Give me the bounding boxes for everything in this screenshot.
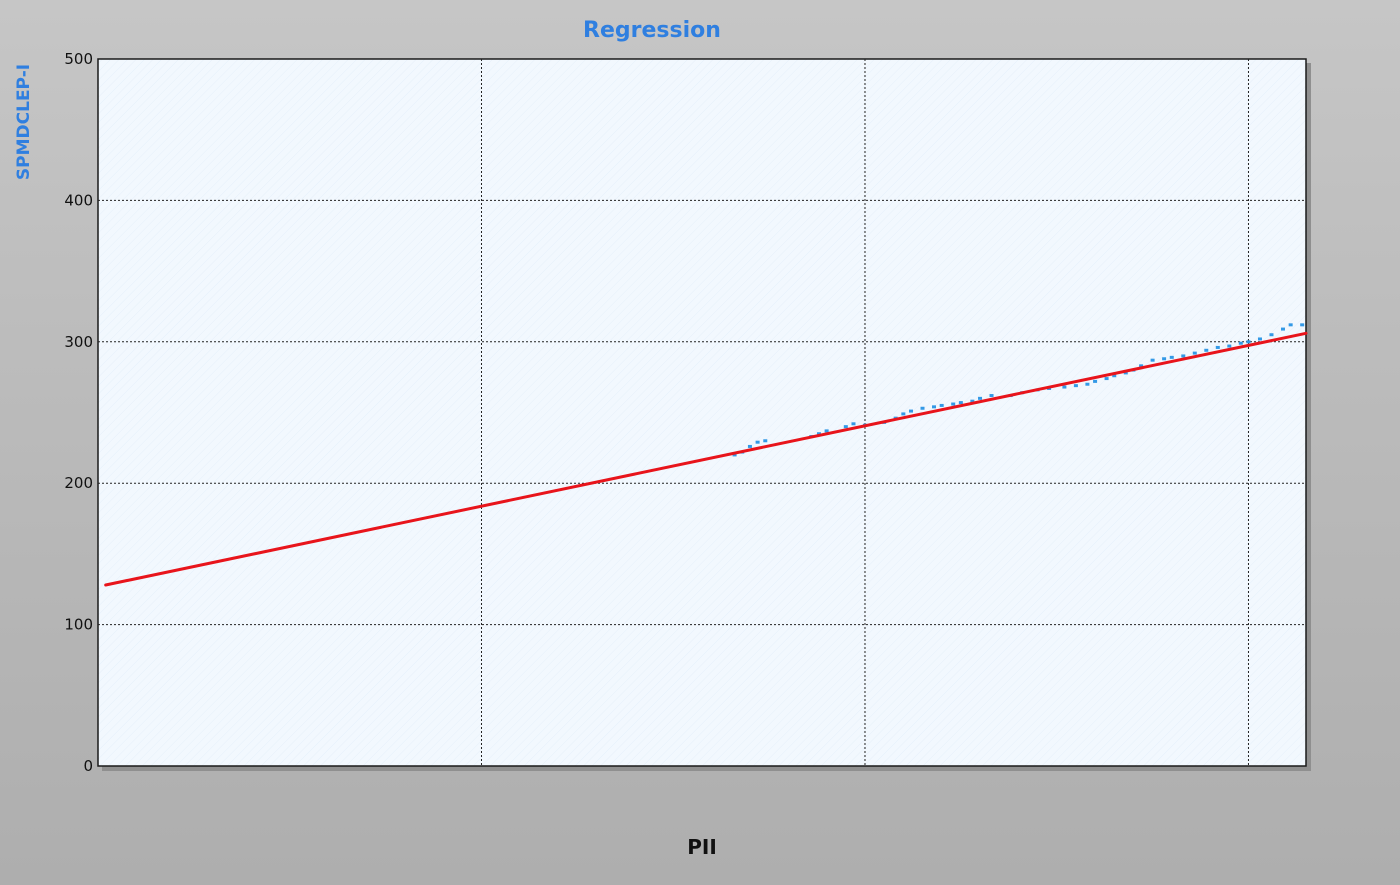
scatter-point [1104, 377, 1109, 381]
scatter-point [824, 429, 829, 433]
scatter-point [843, 425, 848, 429]
scatter-point [816, 432, 821, 436]
y-tick-label: 100 [64, 616, 93, 634]
scatter-point [951, 402, 956, 406]
scatter-point [1112, 374, 1117, 378]
scatter-point [1215, 345, 1220, 349]
scatter-point [932, 405, 937, 409]
scatter-point [1238, 341, 1243, 345]
scatter-point [909, 409, 914, 413]
scatter-point [1062, 385, 1067, 389]
scatter-point [1246, 340, 1251, 344]
x-axis-label: PII [687, 835, 717, 859]
scatter-point [989, 394, 994, 398]
scatter-point [1162, 357, 1167, 361]
chart-title: Regression [583, 18, 721, 43]
y-tick-label: 400 [64, 191, 93, 209]
scatter-point [755, 440, 760, 444]
scatter-point [901, 412, 906, 416]
scatter-point [851, 422, 856, 426]
scatter-point [1269, 333, 1274, 337]
y-tick-labels: 0 100 200 300 400 500 [64, 50, 93, 775]
y-tick-label: 0 [83, 757, 93, 775]
regression-line-layer [104, 331, 1308, 587]
y-tick-label: 200 [64, 474, 93, 492]
scatter-point [920, 406, 925, 410]
scatter-point [747, 444, 752, 448]
scatter-point [1300, 323, 1305, 327]
plot-area [97, 58, 1307, 767]
grid-layer [98, 59, 1306, 766]
scatter-point [763, 439, 768, 443]
y-tick-label: 300 [64, 333, 93, 351]
scatter-point [978, 396, 983, 400]
regression-line [104, 331, 1308, 587]
scatter-point [1093, 379, 1098, 383]
scatter-point [1169, 355, 1174, 359]
scatter-point [1123, 371, 1128, 375]
scatter-point [1150, 358, 1155, 362]
scatter-point [1204, 348, 1209, 352]
scatter-point [1280, 327, 1285, 331]
scatter-point [958, 401, 963, 405]
scatter-point [1227, 344, 1232, 348]
scatter-point [732, 453, 737, 457]
scatter-point [1288, 323, 1293, 327]
scatter-point [1181, 354, 1186, 358]
y-tick-label: 500 [64, 50, 93, 68]
scatter-point [1139, 364, 1144, 368]
scatter-point [1073, 384, 1078, 388]
scatter-point [970, 399, 975, 403]
scatter-point [1192, 351, 1197, 355]
scatter-point [1257, 337, 1262, 341]
scatter-point [939, 403, 944, 407]
scatter-point [1085, 382, 1090, 386]
y-axis-label: SPMDCLEP-I [14, 64, 34, 180]
